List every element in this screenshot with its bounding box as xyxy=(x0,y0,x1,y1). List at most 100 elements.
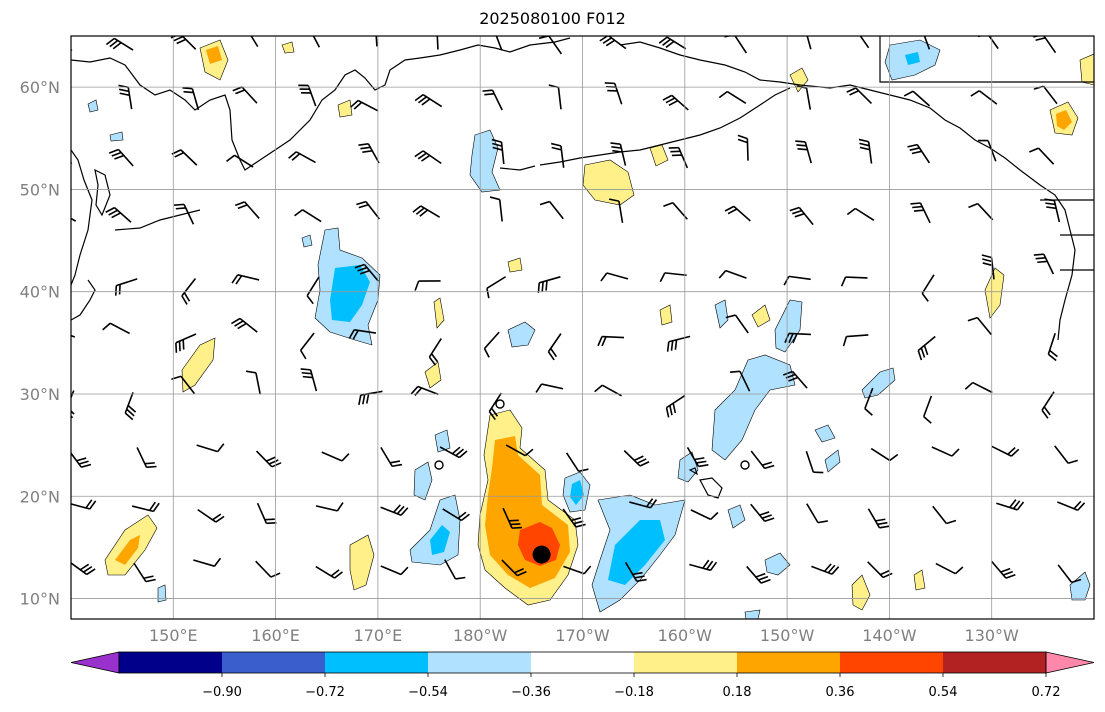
latitude-label: 40°N xyxy=(20,283,60,302)
wind-barb xyxy=(811,563,840,575)
coastline xyxy=(619,41,1076,341)
longitude-label: 170°E xyxy=(354,626,403,645)
wind-barb xyxy=(662,94,689,111)
wind-barb xyxy=(1057,564,1082,584)
wind-barb xyxy=(436,36,439,50)
colorbar-tick-label: 0.36 xyxy=(826,685,855,700)
wind-barb xyxy=(71,390,75,419)
circle-marker xyxy=(495,399,505,409)
wind-barb xyxy=(321,451,350,462)
wind-barb xyxy=(442,508,470,522)
wind-barb xyxy=(255,560,281,578)
coastline xyxy=(71,149,93,286)
wind-barb xyxy=(725,314,749,334)
negative-anomaly-region xyxy=(905,52,920,65)
negative-anomaly-region xyxy=(570,480,584,505)
wind-barb xyxy=(724,36,748,54)
wind-barb xyxy=(548,84,562,110)
wind-barb xyxy=(907,143,931,164)
wind-barb xyxy=(197,508,225,523)
coastline xyxy=(539,87,791,166)
wind-barb xyxy=(350,99,379,112)
negative-anomaly-region xyxy=(409,494,461,566)
wind-barb xyxy=(288,151,316,164)
storm-center-marker xyxy=(532,545,551,564)
wind-barb xyxy=(175,333,197,353)
wind-barb xyxy=(444,559,466,580)
colorbar-bin xyxy=(325,652,429,673)
wind-barb xyxy=(718,90,747,104)
wind-barb xyxy=(977,36,999,50)
wind-barb xyxy=(806,36,812,50)
colorbar-extend-low xyxy=(70,651,120,674)
negative-anomaly-region xyxy=(1069,571,1091,601)
colorbar-tick-label: 0.72 xyxy=(1032,685,1061,700)
colorbar-bin xyxy=(428,652,532,673)
wind-barb xyxy=(840,276,868,287)
wind-barb xyxy=(663,201,688,220)
wind-barb xyxy=(789,206,814,226)
positive-anomaly-region xyxy=(181,337,216,393)
wind-barb xyxy=(718,269,747,279)
wind-barb xyxy=(414,150,442,165)
colorbar: −0.90 −0.72 −0.54 −0.36 −0.18 0.18 0.36 0.54 0.7… xyxy=(70,651,1095,700)
wind-barb xyxy=(795,140,812,164)
wind-barb xyxy=(1044,198,1061,223)
longitude-label: 160°E xyxy=(251,626,300,645)
wind-barb xyxy=(482,89,503,111)
negative-anomaly-region xyxy=(714,299,729,329)
wind-barb xyxy=(870,447,899,462)
wind-barb xyxy=(932,505,957,525)
wind-barb xyxy=(231,274,260,285)
wind-barb xyxy=(299,332,315,360)
wind-barb xyxy=(380,565,409,576)
wind-barb xyxy=(597,335,625,347)
positive-anomaly-region xyxy=(649,144,669,167)
wind-barb xyxy=(298,84,317,107)
wind-barb xyxy=(105,37,134,51)
wind-barb xyxy=(306,276,320,305)
negative-anomaly-region xyxy=(469,129,501,193)
wind-barb xyxy=(724,205,751,222)
coastline xyxy=(499,165,536,171)
wind-barb xyxy=(71,217,77,222)
wind-barb xyxy=(917,335,936,361)
wind-barb xyxy=(1041,391,1055,419)
colorbar-bin xyxy=(634,652,738,673)
negative-anomaly-region xyxy=(711,354,796,461)
wind-barb xyxy=(604,82,623,105)
wind-barb xyxy=(114,278,138,296)
wind-barb xyxy=(354,263,380,282)
colorbar-bin xyxy=(531,652,635,673)
colorbar-extend-high xyxy=(1045,651,1095,674)
coastline xyxy=(114,209,201,231)
wind-barb xyxy=(864,387,874,416)
wind-barb xyxy=(610,142,627,166)
wind-barb xyxy=(562,508,586,528)
wind-barb xyxy=(991,445,1020,457)
wind-barb xyxy=(689,559,718,572)
wind-barb xyxy=(1047,333,1058,362)
wind-barb xyxy=(923,36,931,50)
wind-barb xyxy=(538,36,563,55)
wind-barb xyxy=(255,450,282,468)
colorbar-tick-label: −0.54 xyxy=(408,685,448,700)
negative-anomaly-region xyxy=(507,321,536,348)
wind-barb xyxy=(348,329,377,340)
positive-anomaly-region xyxy=(851,574,871,611)
colorbar-bin xyxy=(737,652,841,673)
wind-barb xyxy=(133,562,156,583)
wind-barb xyxy=(783,275,811,286)
wind-barb xyxy=(846,207,875,221)
latitude-label: 50°N xyxy=(20,180,60,199)
wind-barb xyxy=(1057,500,1086,511)
coastline xyxy=(94,168,111,217)
colorbar-tick-label: −0.18 xyxy=(614,685,654,700)
negative-anomaly-region xyxy=(814,424,836,443)
wind-barb xyxy=(750,450,775,470)
wind-barb xyxy=(483,331,500,358)
wind-barb xyxy=(921,274,935,302)
wind-barb xyxy=(294,209,322,223)
colorbar-bin xyxy=(840,652,944,673)
